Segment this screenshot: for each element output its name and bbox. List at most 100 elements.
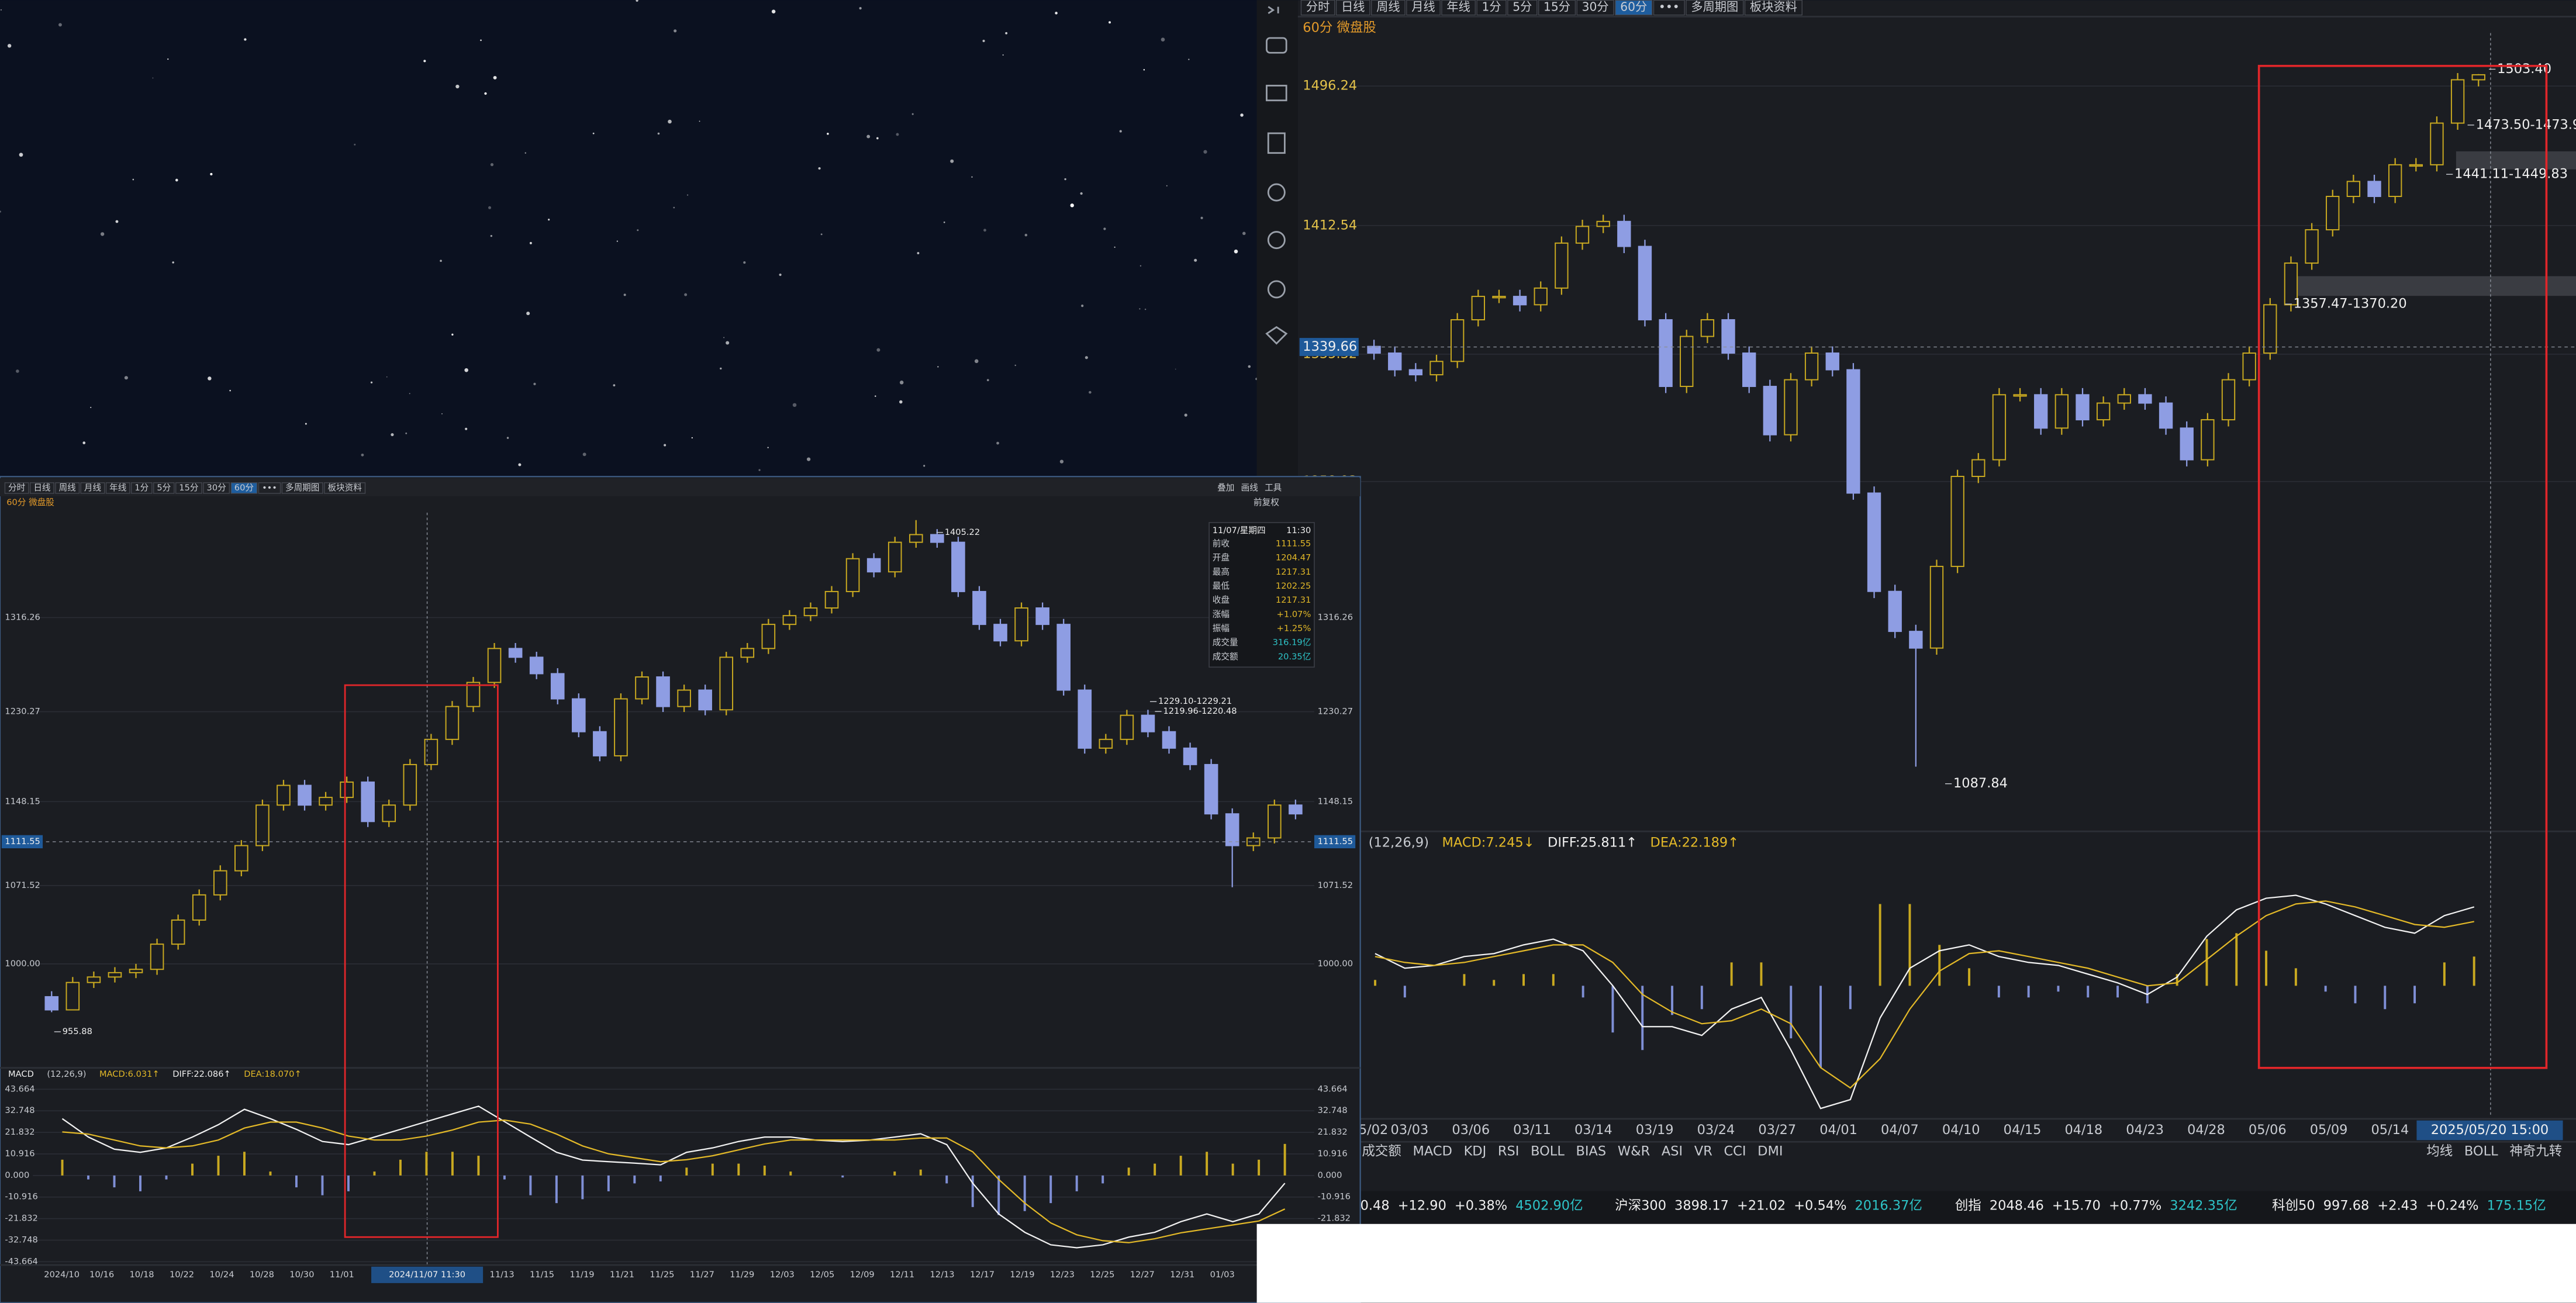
ticker-item: +15.70 xyxy=(2052,1198,2101,1213)
period-tab[interactable]: 年线 xyxy=(109,483,127,493)
period-tab[interactable]: 周线 xyxy=(1376,0,1400,13)
period-tab[interactable]: 多周期图 xyxy=(1691,0,1738,13)
candle-body xyxy=(487,648,502,683)
chat-icon[interactable] xyxy=(1267,231,1286,250)
period-tab[interactable]: 分时 xyxy=(1306,0,1330,13)
star xyxy=(423,60,426,63)
period-tab[interactable]: ••• xyxy=(262,483,277,493)
refresh-icon[interactable] xyxy=(1267,183,1286,202)
candle-body xyxy=(635,676,649,700)
robot-icon[interactable] xyxy=(1266,37,1287,54)
macd-tick-label: 43.664 xyxy=(1318,1084,1348,1094)
indicator-tab[interactable]: DMI xyxy=(1757,1144,1783,1159)
tool-button[interactable]: 画线 xyxy=(1241,483,1259,493)
ticker-item: +2.43 xyxy=(2377,1198,2418,1213)
candle-body xyxy=(1929,565,1944,649)
indicator-tab[interactable]: BOLL xyxy=(1531,1144,1565,1159)
star xyxy=(409,393,410,395)
overlay-tab[interactable]: BOLL xyxy=(2464,1144,2498,1159)
candle-body xyxy=(740,648,755,658)
link-icon[interactable] xyxy=(1267,280,1286,299)
indicator-tab[interactable]: VR xyxy=(1694,1144,1712,1159)
period-tab[interactable]: 5分 xyxy=(157,483,171,493)
y-tick-label: 1412.54 xyxy=(1303,217,1357,233)
period-tab[interactable]: 1分 xyxy=(134,483,149,493)
overlay-tab[interactable]: 神奇九转 xyxy=(2509,1144,2562,1159)
period-tab[interactable]: 板块资料 xyxy=(1750,0,1797,13)
overlay-tab[interactable]: 均线 xyxy=(2426,1144,2453,1159)
candle-body xyxy=(1225,813,1239,846)
macd-tick-label: -10.916 xyxy=(5,1192,37,1202)
star xyxy=(490,163,494,167)
period-tab[interactable]: 30分 xyxy=(207,483,227,493)
period-tab[interactable]: 月线 xyxy=(84,483,102,493)
last-price-box xyxy=(1,835,43,849)
indicator-tab[interactable]: BIAS xyxy=(1576,1144,1607,1159)
period-tab-box xyxy=(80,482,105,494)
period-tab-box xyxy=(324,482,366,494)
candle-body xyxy=(382,804,396,822)
period-tab[interactable]: 周线 xyxy=(59,483,77,493)
x-tick-label: 12/03 xyxy=(770,1270,795,1280)
candle-body xyxy=(1638,246,1652,320)
star xyxy=(582,452,586,457)
period-tab[interactable]: 板块资料 xyxy=(327,482,362,493)
candle-body xyxy=(572,698,586,732)
period-tab[interactable]: 60分 xyxy=(1620,0,1647,13)
annotation: 955.88 xyxy=(63,1026,92,1036)
period-tab[interactable]: 30分 xyxy=(1582,0,1609,13)
monitor-icon[interactable] xyxy=(1266,85,1287,102)
star xyxy=(464,368,468,372)
star xyxy=(1080,192,1083,195)
diamond-icon[interactable] xyxy=(1265,326,1288,345)
collapse-icon[interactable] xyxy=(1268,6,1279,15)
star xyxy=(1139,265,1142,267)
indicator-tab[interactable]: ASI xyxy=(1662,1144,1683,1159)
annotation: 1229.10-1229.21 xyxy=(1158,696,1232,706)
period-tab[interactable]: 年线 xyxy=(1446,0,1470,13)
candle-body xyxy=(298,784,312,806)
info-value: 1111.55 xyxy=(1276,538,1311,548)
indicator-tab[interactable]: KDJ xyxy=(1464,1144,1487,1159)
highlight-box xyxy=(2257,64,2548,1069)
gap-band xyxy=(2456,151,2576,170)
candle-body xyxy=(1909,631,1923,649)
indicator-tab[interactable]: CCI xyxy=(1724,1144,1746,1159)
indicator-tab[interactable]: RSI xyxy=(1498,1144,1520,1159)
period-tab[interactable]: 1分 xyxy=(1482,0,1501,13)
period-tab[interactable]: 分时 xyxy=(8,483,26,493)
candle-body xyxy=(445,706,460,740)
ticker-item: +0.54% xyxy=(1794,1198,1846,1213)
period-tab[interactable]: 15分 xyxy=(179,483,199,493)
y-tick-label: 1071.52 xyxy=(1318,880,1353,890)
x-tick-label: 10/28 xyxy=(250,1270,274,1280)
indicator-readout: MACD:6.031↑ xyxy=(99,1069,160,1079)
candle-body xyxy=(2076,394,2090,421)
period-tab[interactable]: ••• xyxy=(1659,0,1680,13)
period-tab[interactable]: 15分 xyxy=(1543,0,1570,13)
period-tab[interactable]: 日线 xyxy=(33,483,51,493)
indicator-tab[interactable]: 成交额 xyxy=(1362,1144,1401,1159)
period-tab[interactable]: 5分 xyxy=(1513,0,1532,13)
info-key: 收盘 xyxy=(1213,595,1230,605)
period-tab[interactable]: 月线 xyxy=(1411,0,1435,13)
ticker-item: +0.38% xyxy=(1455,1198,1507,1213)
candle-body xyxy=(1408,369,1423,376)
period-tab[interactable]: 多周期图 xyxy=(285,483,319,493)
star xyxy=(1059,459,1064,464)
period-tab[interactable]: 60分 xyxy=(234,483,254,493)
tool-button[interactable]: 工具 xyxy=(1265,483,1282,493)
star xyxy=(1248,365,1251,368)
star xyxy=(827,133,829,135)
candle-body xyxy=(1056,624,1071,691)
doc-icon[interactable] xyxy=(1267,132,1286,154)
period-tab-box xyxy=(281,482,323,494)
candle-body xyxy=(1784,379,1798,436)
indicator-tab[interactable]: MACD xyxy=(1413,1144,1452,1159)
period-tab[interactable]: 日线 xyxy=(1341,0,1365,13)
indicator-tab[interactable]: W&R xyxy=(1618,1144,1650,1159)
macd-tick-label: -43.664 xyxy=(5,1256,37,1266)
star xyxy=(152,77,154,79)
tool-button[interactable]: 叠加 xyxy=(1217,483,1234,493)
candle-body xyxy=(1659,319,1673,388)
